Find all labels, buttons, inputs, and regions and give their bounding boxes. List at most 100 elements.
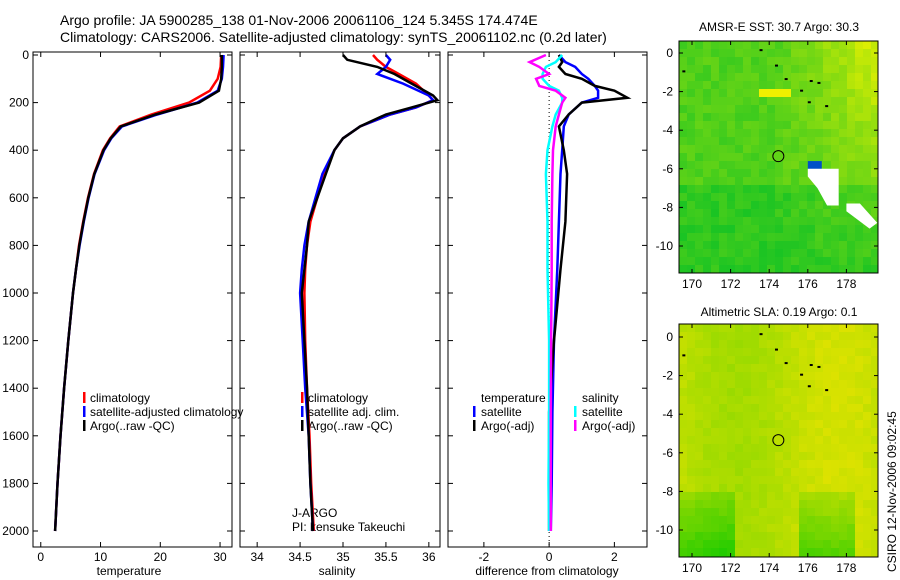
map-cell — [823, 460, 831, 468]
map-cell — [735, 500, 743, 508]
map-cell — [735, 185, 743, 193]
map-cell — [735, 324, 743, 332]
map-cell — [687, 209, 695, 217]
map-cell — [847, 185, 855, 193]
map-cell — [711, 121, 719, 129]
map-cell — [871, 145, 878, 153]
map-cell — [799, 161, 807, 169]
map-cell — [687, 484, 695, 492]
map-cell — [847, 41, 855, 49]
map-cell — [783, 57, 791, 65]
map-cell — [863, 388, 871, 396]
map-cell — [823, 81, 831, 89]
map-cell — [695, 468, 703, 476]
map-cell — [831, 65, 839, 73]
header-line-2: Climatology: CARS2006. Satellite-adjuste… — [60, 29, 607, 45]
map-cell — [783, 177, 791, 185]
map-cell — [743, 233, 751, 241]
map-cell — [847, 49, 855, 57]
map-cell — [855, 404, 863, 412]
map-cell — [719, 508, 727, 516]
map-cell — [727, 97, 735, 105]
map-cell — [727, 468, 735, 476]
map-cell — [703, 113, 711, 121]
axes-box — [32, 51, 233, 548]
map-cell — [847, 500, 855, 508]
map-cell — [807, 153, 815, 161]
map-cell — [783, 332, 791, 340]
map-cell — [783, 372, 791, 380]
map-cell — [759, 105, 767, 113]
map-cell — [855, 113, 863, 121]
map-cell — [711, 97, 719, 105]
map-cell — [767, 193, 775, 201]
map-cell — [695, 185, 703, 193]
map-cell — [711, 209, 719, 217]
map-cell — [815, 364, 823, 372]
map-cell — [743, 137, 751, 145]
map-cell — [855, 257, 863, 265]
map-cell — [703, 412, 711, 420]
map-cell — [695, 500, 703, 508]
map-cell — [735, 89, 743, 97]
map-cell — [783, 324, 791, 332]
map-cell — [783, 49, 791, 57]
map-cell — [863, 364, 871, 372]
map-cell — [743, 420, 751, 428]
island-mark — [800, 373, 804, 376]
map-cell — [751, 169, 759, 177]
map-cell — [679, 492, 687, 500]
map-cell — [751, 161, 759, 169]
map-cell — [871, 121, 878, 129]
map-cell — [703, 217, 711, 225]
map-cell — [807, 532, 815, 540]
map-cell — [831, 324, 839, 332]
map-cell — [767, 452, 775, 460]
map-cell — [783, 548, 791, 556]
map-cell — [743, 209, 751, 217]
map-cell — [695, 217, 703, 225]
map-cell — [831, 249, 839, 257]
map-cell — [687, 436, 695, 444]
map-cell — [767, 372, 775, 380]
x-tick-label: 10 — [94, 550, 108, 564]
map-cell — [791, 113, 799, 121]
map-cell — [711, 129, 719, 137]
map-cell — [759, 249, 767, 257]
map-cell — [799, 404, 807, 412]
map-cell — [719, 476, 727, 484]
map-cell — [703, 193, 711, 201]
map-cell — [679, 396, 687, 404]
map-cell — [751, 412, 759, 420]
map-cell — [783, 233, 791, 241]
map-cell — [815, 97, 823, 105]
map-cell — [719, 177, 727, 185]
map-cell — [727, 396, 735, 404]
map-cell — [759, 225, 767, 233]
map-cell — [847, 113, 855, 121]
map-cell — [855, 372, 863, 380]
x-tick-label: 176 — [798, 277, 818, 291]
map-cell — [735, 249, 743, 257]
map-cell — [871, 57, 878, 65]
legend-label: satellite — [481, 405, 522, 419]
map-cell — [719, 324, 727, 332]
map-cell — [775, 332, 783, 340]
legend-label: Argo(..raw -QC) — [308, 419, 393, 433]
y-tick-label: 1600 — [2, 429, 29, 443]
map-cell — [855, 468, 863, 476]
map-cell — [703, 476, 711, 484]
map-cell — [847, 193, 855, 201]
map-cell — [759, 532, 767, 540]
map-cell — [863, 428, 871, 436]
series-line-satellite-adjusted-climatology — [53, 54, 225, 532]
map-cell — [703, 49, 711, 57]
map-cell — [863, 65, 871, 73]
map-cell — [751, 484, 759, 492]
map-cell — [799, 356, 807, 364]
map-cell — [847, 153, 855, 161]
map-cell — [751, 73, 759, 81]
map-cell — [799, 460, 807, 468]
map-cell — [687, 524, 695, 532]
map-cell — [735, 41, 743, 49]
